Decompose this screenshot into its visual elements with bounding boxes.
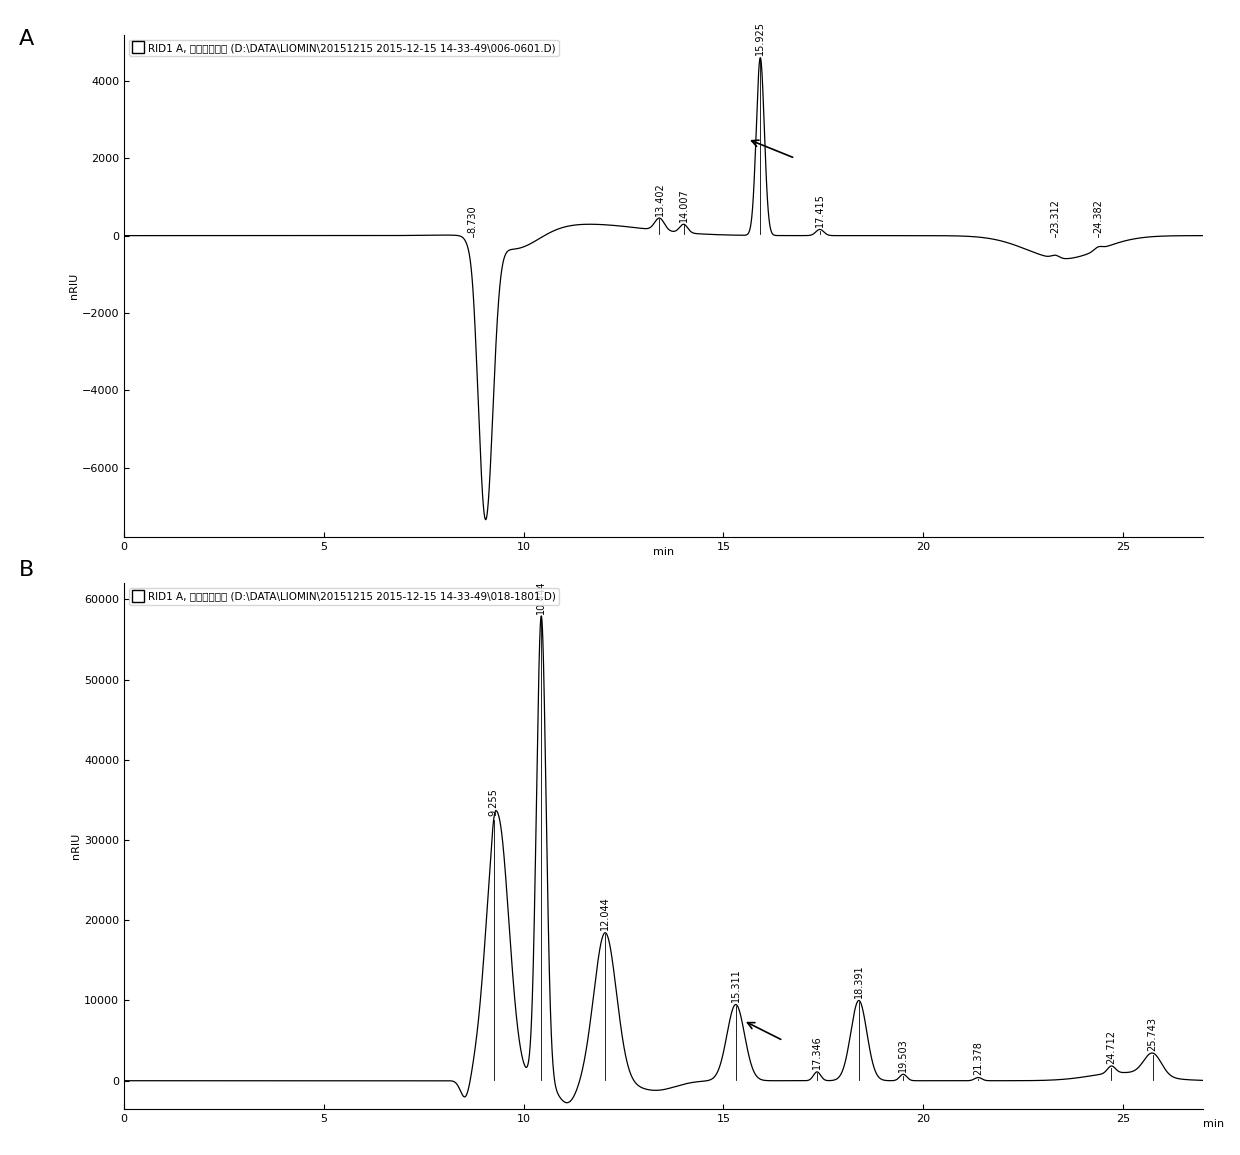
Text: 15.925: 15.925	[755, 22, 765, 55]
Text: 14.007: 14.007	[678, 188, 688, 222]
Text: 21.378: 21.378	[973, 1041, 983, 1075]
Text: 10.444: 10.444	[536, 580, 547, 613]
Text: 13.402: 13.402	[655, 182, 665, 216]
Text: 18.391: 18.391	[854, 964, 864, 998]
Text: 17.346: 17.346	[812, 1036, 822, 1070]
Text: 8.730: 8.730	[467, 206, 477, 233]
Text: 19.503: 19.503	[898, 1038, 908, 1072]
Legend: RID1 A, 示差折光信号 (D:\DATA\LIOMIN\20151215 2015-12-15 14-33-49\006-0601.D): RID1 A, 示差折光信号 (D:\DATA\LIOMIN\20151215 …	[129, 40, 559, 57]
Text: 23.312: 23.312	[1050, 200, 1060, 233]
Text: 25.743: 25.743	[1147, 1016, 1158, 1051]
Legend: RID1 A, 示差折光信号 (D:\DATA\LIOMIN\20151215 2015-12-15 14-33-49\018-1801.D): RID1 A, 示差折光信号 (D:\DATA\LIOMIN\20151215 …	[129, 589, 559, 605]
X-axis label: min: min	[652, 547, 675, 557]
Text: 24.712: 24.712	[1106, 1029, 1116, 1064]
Text: 24.382: 24.382	[1094, 200, 1104, 233]
Y-axis label: nRIU: nRIU	[69, 273, 79, 299]
Text: 9.255: 9.255	[489, 789, 498, 817]
Text: B: B	[19, 560, 33, 580]
Text: A: A	[19, 29, 33, 49]
Text: 12.044: 12.044	[600, 896, 610, 930]
X-axis label: min: min	[1203, 1119, 1224, 1130]
Text: 15.311: 15.311	[730, 968, 740, 1003]
Text: 17.415: 17.415	[815, 193, 825, 228]
Y-axis label: nRIU: nRIU	[71, 833, 82, 859]
